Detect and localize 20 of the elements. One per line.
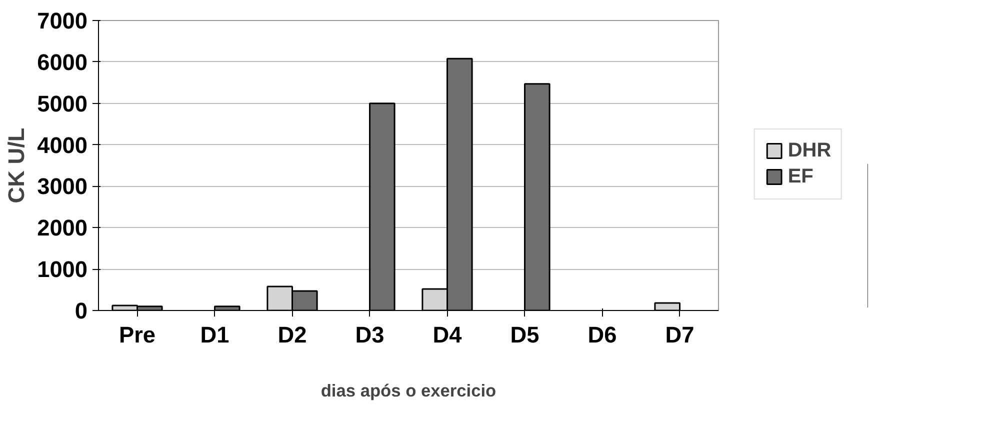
x-tick-label: D5 <box>510 322 540 348</box>
y-tick-label: 0 <box>74 298 88 324</box>
y-axis-title: CK U/L <box>3 128 30 204</box>
x-tick-label: Pre <box>118 322 156 348</box>
x-tick-label: D6 <box>588 322 617 348</box>
y-tick-label: 7000 <box>37 8 88 34</box>
legend-label: DHR <box>788 139 832 162</box>
y-tick-label: 5000 <box>37 90 88 116</box>
x-tick-label: D2 <box>278 322 307 348</box>
legend-label: EF <box>788 165 814 188</box>
x-tick-label: D7 <box>665 322 694 348</box>
x-axis-title: dias após o exercicio <box>320 380 496 400</box>
x-tick-label: D3 <box>355 322 384 348</box>
x-tick-label: D4 <box>432 322 462 348</box>
x-tick-label: D1 <box>200 322 230 348</box>
y-tick-label: 1000 <box>37 256 88 282</box>
y-tick-label: 4000 <box>37 132 88 158</box>
y-tick-label: 6000 <box>37 48 88 75</box>
y-tick-label: 3000 <box>37 173 88 200</box>
y-tick-label: 2000 <box>37 214 88 241</box>
